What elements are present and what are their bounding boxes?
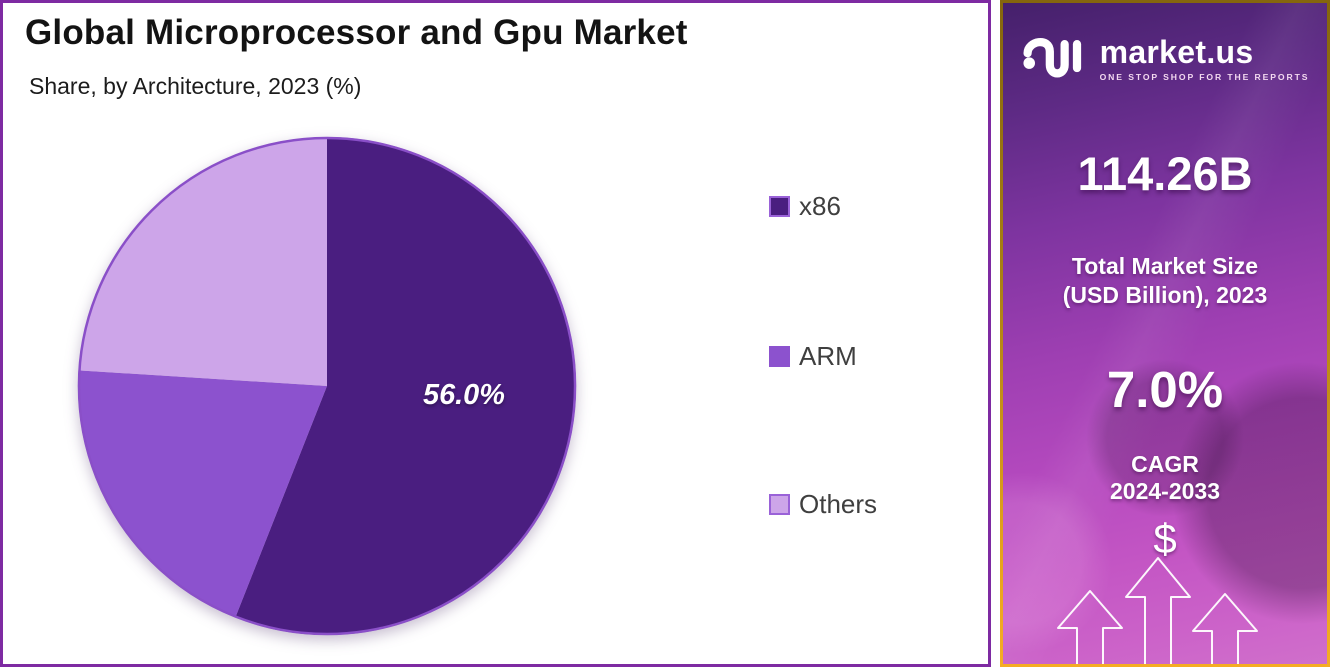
market-size-label: Total Market Size (USD Billion), 2023 [1003,252,1327,310]
legend-label: ARM [799,341,857,371]
cagr-period: 2024-2033 [1110,478,1220,504]
pie-data-label: 56.0% [423,379,505,411]
legend-label: Others [799,489,878,519]
brand-logo: market.us ONE STOP SHOP FOR THE REPORTS [1003,33,1327,85]
dollar-icon: $ [1153,515,1177,562]
legend-item-x86: x86 [769,193,841,219]
cagr-value: 7.0% [1106,361,1224,418]
pie-slice-x86 [235,136,577,636]
chart-area: Global Microprocessor and Gpu Market Sha… [0,0,991,667]
legend-swatch-others-icon [769,493,790,515]
legend-label: x86 [799,191,841,221]
cagr-label: CAGR [1131,451,1199,477]
growth-arrows-icon [1057,557,1258,664]
legend-swatch-arm-icon [769,345,790,367]
pie-slice-others [78,136,327,386]
pie-slice-arm [77,370,327,618]
legend-item-others: Others [769,491,877,517]
info-panel: market.us ONE STOP SHOP FOR THE REPORTS … [1000,0,1330,667]
legend-item-arm: ARM [769,343,857,369]
brand-name: market.us [1099,33,1254,70]
brand-text-group: market.us ONE STOP SHOP FOR THE REPORTS [1099,33,1310,83]
page-title: Global Microprocessor and Gpu Market [25,13,688,52]
brand-tagline: ONE STOP SHOP FOR THE REPORTS [1099,72,1310,83]
pie-rim [77,136,577,636]
market-us-logo-icon [1023,38,1081,78]
market-size-value: 114.26B [1077,147,1253,200]
pie-chart: 56.0% [77,136,577,636]
legend-swatch-x86-icon [769,195,790,217]
market-size-label-line2: (USD Billion), 2023 [1062,282,1268,308]
cagr-label-block: CAGR 2024-2033 [1003,451,1327,505]
market-size-label-line1: Total Market Size [1071,253,1259,279]
chart-subtitle: Share, by Architecture, 2023 (%) [29,73,362,99]
